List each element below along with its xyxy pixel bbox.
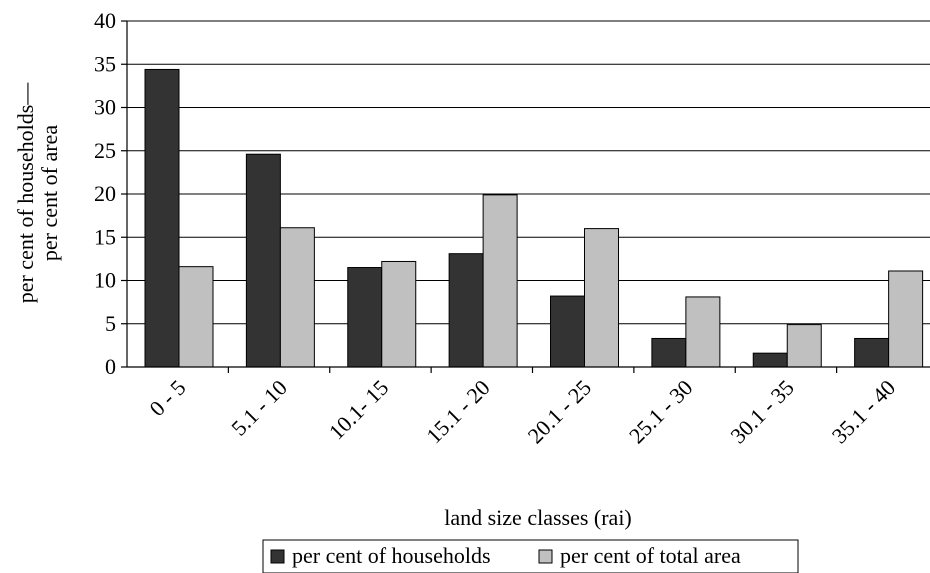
legend-label-total-area: per cent of total area bbox=[560, 543, 741, 568]
x-tick-label: 35.1 - 40 bbox=[827, 375, 900, 448]
x-tick-label: 15.1 - 20 bbox=[421, 375, 494, 448]
bar-total-area bbox=[178, 266, 214, 368]
bar-total-area bbox=[786, 324, 822, 368]
x-tick-label: 5.1 - 10 bbox=[226, 375, 292, 441]
bars bbox=[144, 68, 924, 368]
legend-swatch-households bbox=[270, 549, 285, 564]
bar-total-area bbox=[279, 227, 315, 368]
bar-households bbox=[245, 153, 281, 368]
y-axis-title-line-1: per cent of households— bbox=[13, 82, 38, 304]
bar-households bbox=[347, 267, 383, 368]
bar-households bbox=[144, 68, 180, 368]
y-tick-label: 40 bbox=[94, 8, 116, 33]
y-axis-title-line-2: per cent of area bbox=[37, 125, 62, 261]
y-tick-label: 20 bbox=[94, 181, 116, 206]
legend-label-households: per cent of households bbox=[292, 543, 491, 568]
x-tick-label: 20.1 - 25 bbox=[523, 375, 596, 448]
bar-households bbox=[752, 352, 788, 368]
y-tick-label: 30 bbox=[94, 95, 116, 120]
bar-households bbox=[651, 337, 687, 368]
y-tick-label: 5 bbox=[105, 311, 116, 336]
x-axis-title: land size classes (rai) bbox=[444, 505, 632, 530]
y-tick-label: 15 bbox=[94, 224, 116, 249]
y-tick-label: 0 bbox=[105, 354, 116, 379]
legend: per cent of households per cent of total… bbox=[262, 539, 799, 573]
y-tick-label: 25 bbox=[94, 138, 116, 163]
x-tick-label: 30.1 - 35 bbox=[725, 375, 798, 448]
x-tick-label: 0 - 5 bbox=[144, 375, 190, 421]
bar-households bbox=[550, 295, 585, 368]
bar-total-area bbox=[482, 194, 518, 368]
bar-total-area bbox=[381, 260, 417, 368]
y-tick-label: 35 bbox=[94, 51, 116, 76]
bar-total-area bbox=[888, 270, 924, 368]
bar-total-area bbox=[584, 228, 619, 368]
y-tick-label: 10 bbox=[94, 268, 116, 293]
bar-households bbox=[448, 253, 484, 368]
bar-total-area bbox=[685, 296, 721, 368]
y-axis-ticks: 0 5 10 15 20 25 30 35 40 bbox=[94, 8, 127, 379]
legend-frame bbox=[262, 539, 799, 573]
x-axis-ticks: 0 - 5 5.1 - 10 10.1- 15 15.1 - 20 20.1 - 25 2… bbox=[144, 367, 900, 448]
x-tick-label: 10.1- 15 bbox=[324, 375, 394, 445]
bar-households bbox=[854, 337, 890, 368]
x-tick-label: 25.1 - 30 bbox=[624, 375, 697, 448]
legend-swatch-total-area bbox=[538, 549, 553, 564]
